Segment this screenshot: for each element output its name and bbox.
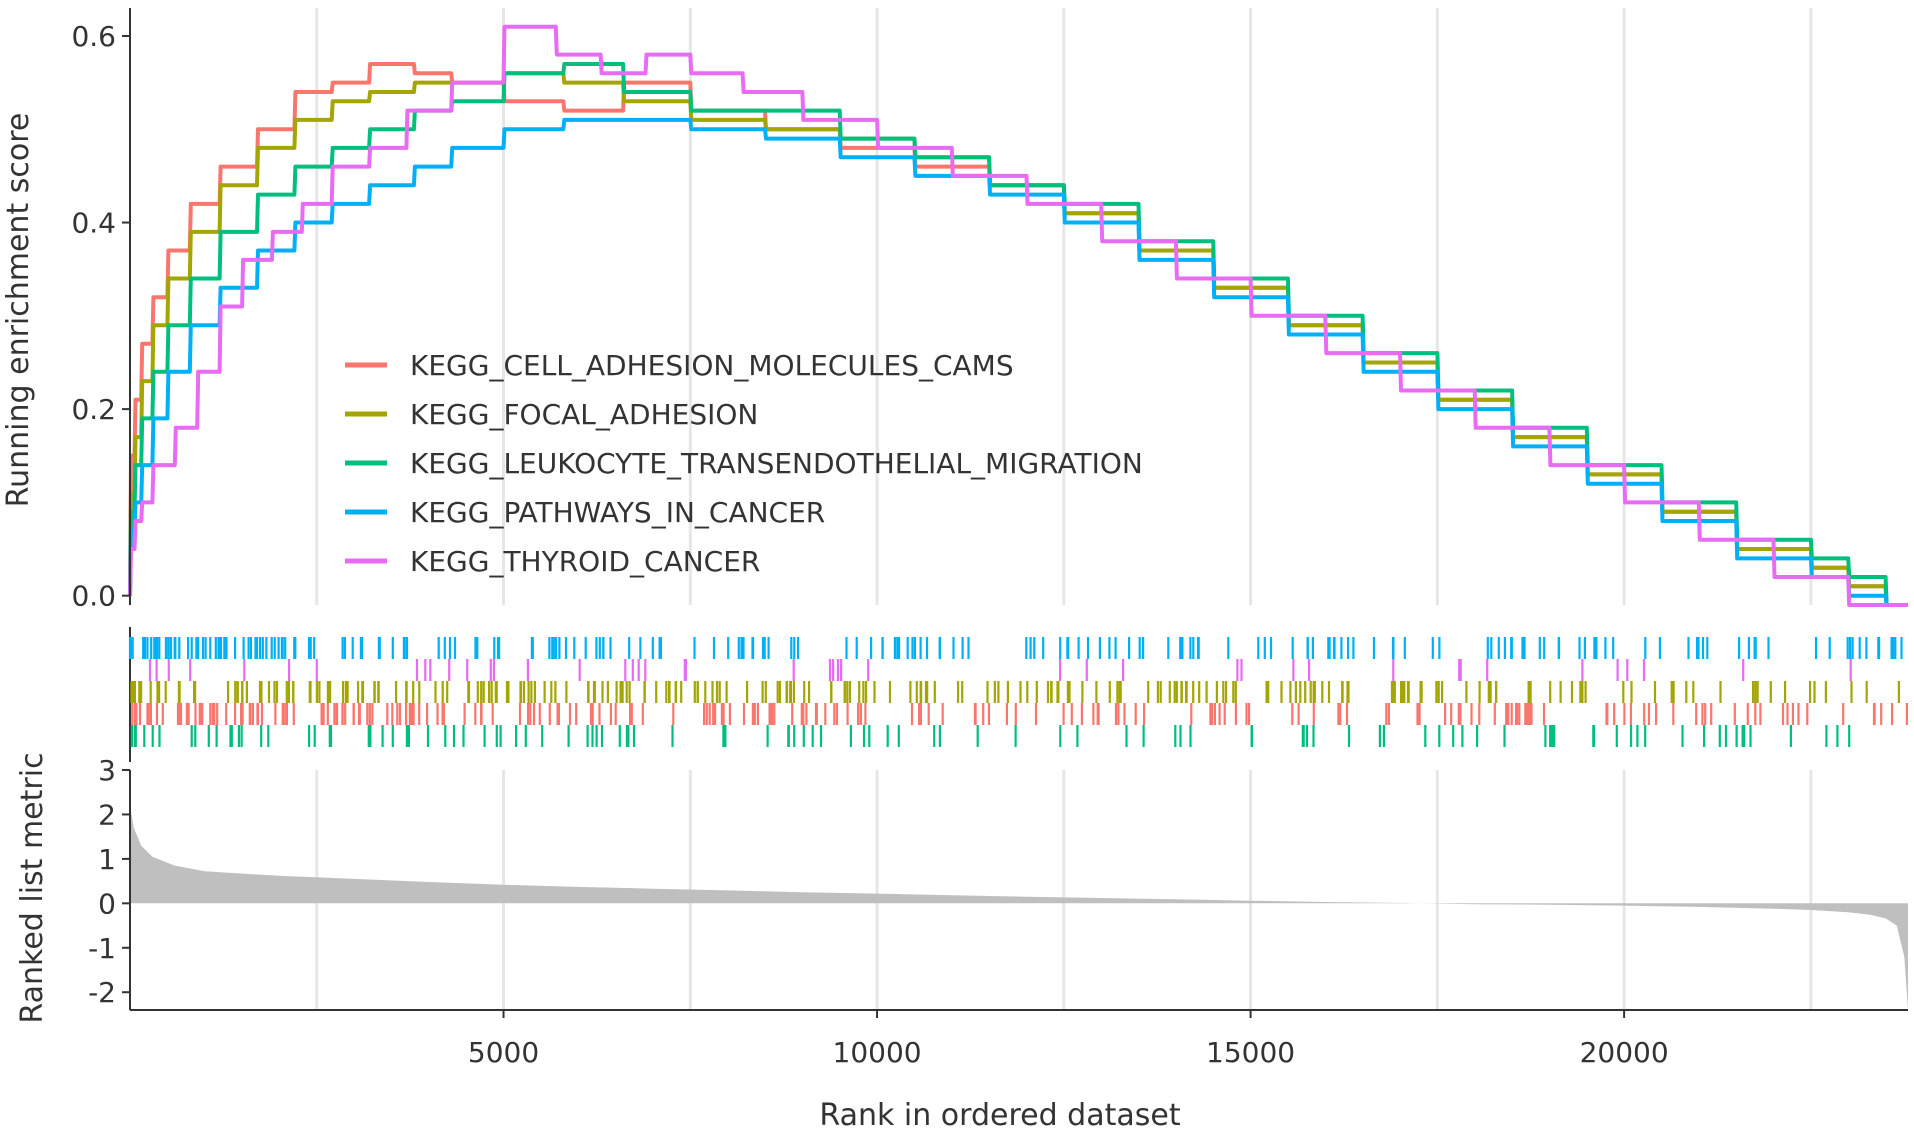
- metric-tick-label: 3: [98, 754, 116, 787]
- metric-y-ticks: 3 2 1 0 -1 -2: [88, 754, 130, 1009]
- legend-label: KEGG_THYROID_CANCER: [410, 545, 760, 578]
- x-tick-label: 20000: [1580, 1036, 1669, 1069]
- metric-tick-label: 2: [98, 798, 116, 831]
- y-tick-label: 0.4: [71, 207, 116, 240]
- metric-y-label: Ranked list metric: [15, 752, 50, 1023]
- metric-tick-label: 1: [98, 843, 116, 876]
- metric-tick-label: 0: [98, 887, 116, 920]
- es-line: [128, 24, 1908, 607]
- enrichment-y-ticks: 0.0 0.2 0.4 0.6: [71, 20, 130, 613]
- legend-label: KEGG_PATHWAYS_IN_CANCER: [410, 496, 825, 529]
- metric-tick-label: -2: [88, 976, 116, 1009]
- hit-rug: [128, 637, 1909, 747]
- x-tick-label: 10000: [833, 1036, 922, 1069]
- legend-label: KEGG_LEUKOCYTE_TRANSENDOTHELIAL_MIGRATIO…: [410, 447, 1143, 480]
- x-ticks: 5000 10000 15000 20000: [468, 1010, 1669, 1069]
- x-tick-label: 15000: [1206, 1036, 1295, 1069]
- y-tick-label: 0.0: [71, 580, 116, 613]
- legend: KEGG_CELL_ADHESION_MOLECULES_CAMS KEGG_FO…: [345, 349, 1143, 578]
- enrichment-panel: 0.0 0.2 0.4 0.6 Running enrichment score: [1, 8, 1908, 613]
- y-tick-label: 0.6: [71, 20, 116, 53]
- enrichment-lines: [128, 24, 1908, 607]
- legend-label: KEGG_CELL_ADHESION_MOLECULES_CAMS: [410, 349, 1014, 382]
- hit-rug-panel: [128, 627, 1909, 762]
- x-axis-label: Rank in ordered dataset: [819, 1098, 1180, 1133]
- enrichment-y-label: Running enrichment score: [1, 113, 36, 508]
- y-tick-label: 0.2: [71, 393, 116, 426]
- legend-label: KEGG_FOCAL_ADHESION: [410, 398, 758, 431]
- x-tick-label: 5000: [468, 1036, 539, 1069]
- metric-tick-label: -1: [88, 932, 116, 965]
- es-line: [128, 117, 1908, 607]
- metric-panel: 3 2 1 0 -1 -2 5000 10000 15000 20000 Ranked list…: [15, 752, 1908, 1133]
